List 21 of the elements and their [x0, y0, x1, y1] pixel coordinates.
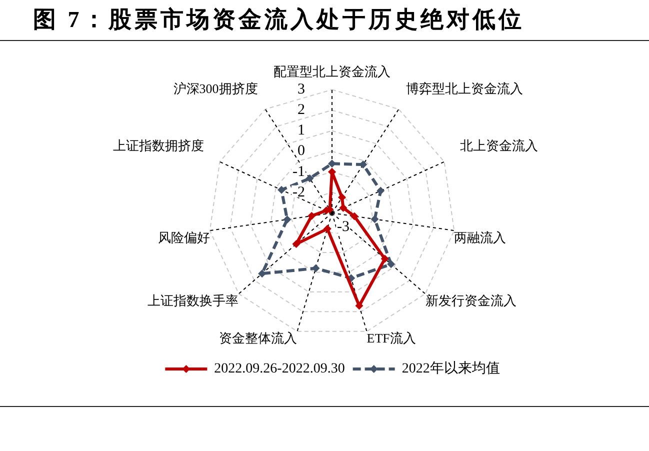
chart-title: 图 7：股票市场资金流入处于历史绝对低位: [33, 6, 524, 34]
spoke-label: 北上资金流入: [460, 138, 538, 154]
y-tick-label: 3: [298, 82, 305, 98]
y-tick-label: -1: [292, 164, 305, 180]
legend-label: 2022.09.26-2022.09.30: [214, 362, 345, 377]
y-tick-label: -2: [292, 184, 305, 200]
spoke-label: 配置型北上资金流入: [274, 64, 390, 80]
y-tick-label: 2: [298, 102, 305, 118]
spoke-label: 沪深300拥挤度: [173, 81, 258, 96]
spoke-label: 上证指数换手率: [148, 293, 239, 308]
y-tick-label: 1: [298, 122, 305, 139]
spoke-label: 风险偏好: [158, 230, 210, 245]
spoke-label: 新发行资金流入: [425, 293, 516, 308]
spoke-label: 博弈型北上资金流入: [406, 81, 524, 96]
spoke-label: 两融流入: [454, 230, 506, 245]
legend-label: 2022年以来均值: [402, 360, 500, 377]
y-tick-label: 0: [298, 143, 305, 160]
spoke-label: 资金整体流入: [219, 330, 298, 346]
spoke-label: 上证指数拥挤度: [113, 138, 204, 154]
y-tick-label: -3: [337, 218, 350, 235]
spoke-label: ETF流入: [366, 330, 416, 346]
